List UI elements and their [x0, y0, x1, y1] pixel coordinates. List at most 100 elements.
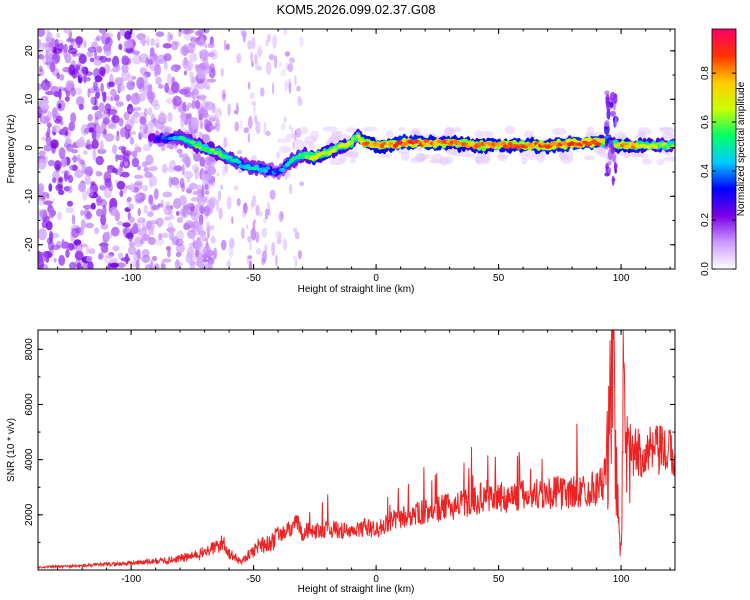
noise-blob	[70, 230, 76, 243]
noise-blob	[147, 211, 154, 218]
noise-blob	[227, 103, 231, 116]
noise-blob	[56, 72, 60, 80]
noise-blob	[145, 264, 152, 269]
haze-blob	[584, 155, 595, 161]
noise-blob	[194, 167, 199, 180]
noise-blob	[183, 32, 191, 41]
figure-title: KOM5.2026.099.02.37.G08	[276, 2, 435, 17]
haze-blob	[635, 133, 646, 141]
noise-blob	[248, 115, 253, 130]
noise-blob	[70, 112, 77, 124]
colorbar-ticks: 0.0 0.2 0.4 0.6 0.8	[700, 66, 736, 276]
spike-blob	[604, 90, 610, 95]
noise-blob	[162, 258, 172, 263]
noise-blob	[201, 170, 206, 183]
noise-blob	[157, 59, 167, 64]
noise-blob	[223, 39, 227, 51]
noise-blob	[276, 238, 281, 245]
noise-blob	[48, 246, 55, 256]
noise-blob	[216, 172, 220, 177]
noise-blob	[247, 235, 252, 243]
noise-blob	[250, 227, 257, 241]
noise-blob	[201, 185, 205, 198]
noise-blob	[142, 144, 151, 152]
noise-blob	[278, 210, 284, 223]
haze-blob	[363, 126, 378, 132]
noise-blob	[98, 252, 105, 260]
ridge-segment	[196, 142, 202, 147]
noise-blob	[216, 199, 219, 212]
noise-blob	[206, 85, 211, 90]
noise-blob	[109, 197, 118, 210]
noise-blob	[82, 204, 93, 210]
noise-blob	[80, 243, 88, 248]
noise-blob	[67, 185, 73, 194]
noise-blob	[166, 227, 176, 233]
noise-blob	[233, 185, 239, 191]
noise-blob	[108, 123, 117, 130]
noise-blob	[58, 103, 62, 109]
noise-blob	[129, 81, 135, 86]
x-tick-label: -100	[121, 273, 141, 284]
noise-blob	[135, 259, 140, 269]
noise-blob	[179, 195, 187, 206]
noise-blob	[213, 247, 218, 260]
noise-blob	[90, 202, 96, 210]
noise-blob	[74, 250, 84, 261]
noise-blob	[90, 96, 96, 105]
noise-blob	[294, 258, 298, 268]
noise-blob	[173, 165, 183, 172]
noise-blob	[152, 255, 157, 262]
haze-blob	[663, 156, 675, 162]
noise-blob	[180, 29, 190, 35]
spike-blob	[610, 110, 616, 117]
noise-blob	[153, 263, 160, 269]
noise-blob	[129, 137, 135, 145]
colorbar-tick-label: 0.2	[700, 213, 711, 227]
noise-blob	[247, 255, 253, 260]
spike-blob	[613, 106, 616, 111]
noise-blob	[203, 205, 211, 217]
noise-blob	[179, 206, 189, 219]
noise-blob	[236, 53, 242, 64]
noise-blob	[200, 227, 205, 234]
noise-blob	[125, 232, 134, 239]
noise-blob	[38, 50, 42, 59]
noise-blob	[208, 117, 216, 122]
noise-blob	[223, 136, 228, 149]
noise-blob	[225, 43, 230, 51]
noise-blob	[279, 62, 282, 67]
noise-blob	[188, 211, 197, 217]
noise-blob	[176, 230, 185, 241]
x-tick-label: 0	[373, 273, 379, 284]
ridge-segment	[375, 145, 381, 149]
y-tick-label: 0	[24, 145, 35, 151]
noise-blob	[175, 243, 185, 254]
noise-blob	[155, 217, 164, 227]
noise-blob	[201, 99, 208, 109]
noise-blob	[38, 38, 42, 48]
noise-blob	[190, 76, 196, 84]
noise-blob	[83, 40, 87, 49]
noise-blob	[183, 70, 187, 76]
noise-blob	[162, 43, 172, 49]
noise-blob	[50, 85, 59, 93]
spike-blob	[611, 153, 617, 163]
ridge-segment	[595, 142, 601, 147]
noise-blob	[130, 92, 141, 105]
noise-blob	[149, 175, 158, 187]
noise-blob	[137, 217, 146, 224]
x-tick-label: 100	[613, 574, 630, 585]
noise-blob	[198, 49, 209, 58]
noise-blob	[126, 196, 132, 202]
noise-blob	[94, 37, 100, 43]
noise-blob	[98, 102, 105, 113]
noise-blob	[163, 53, 172, 62]
noise-blob	[176, 148, 183, 154]
noise-blob	[162, 163, 168, 174]
noise-blob	[183, 223, 191, 231]
noise-blob	[256, 65, 263, 71]
noise-blob	[181, 163, 185, 176]
haze-blob	[345, 127, 358, 133]
